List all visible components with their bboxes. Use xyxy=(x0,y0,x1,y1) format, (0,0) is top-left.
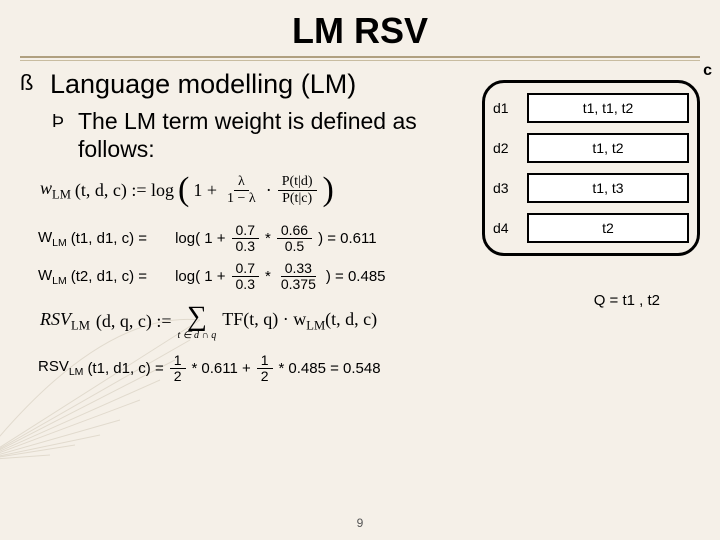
rc-star: * xyxy=(192,360,198,377)
frac-num: λ xyxy=(234,174,249,190)
d: 0.5 xyxy=(281,239,308,254)
rc-args: (t1, d1, c) = xyxy=(87,360,163,377)
frac-den: P(t|c) xyxy=(278,191,316,206)
rc-star2: * xyxy=(279,360,285,377)
divider-thin xyxy=(20,60,700,61)
d: 2 xyxy=(170,369,186,384)
n: 0.33 xyxy=(281,261,316,277)
n: 0.7 xyxy=(232,261,259,277)
c-log: log( 1 + xyxy=(175,230,225,247)
calc-line-2: WLM (t2, d1, c) = log( 1 + 0.70.3 * 0.33… xyxy=(38,261,700,293)
frac: 0.70.3 xyxy=(232,223,259,255)
n: 0.7 xyxy=(232,223,259,239)
doc-terms: t1, t1, t2 xyxy=(527,93,689,123)
frac-lambda: λ 1 − λ xyxy=(223,174,260,206)
d: 2 xyxy=(257,369,273,384)
frac-den: 1 − λ xyxy=(223,191,260,206)
d: 0.3 xyxy=(232,239,259,254)
f-one: 1 + xyxy=(193,180,217,201)
f-lhs: w xyxy=(40,178,52,198)
doc-terms: t2 xyxy=(527,213,689,243)
r-args: (d, q, c) := xyxy=(96,311,172,332)
sum-sigma: ∑ t ∈ d ∩ q xyxy=(178,303,217,341)
doc-terms: t1, t2 xyxy=(527,133,689,163)
c-close: ) = 0.485 xyxy=(326,268,386,285)
n: 1 xyxy=(257,353,273,369)
c-close: ) = 0.611 xyxy=(318,230,377,247)
c-star: * xyxy=(265,268,271,285)
c-star: * xyxy=(265,230,271,247)
f-args: (t, d, c) := log xyxy=(75,180,174,201)
rc-sub: LM xyxy=(69,366,84,378)
doc-row: d2 t1, t2 xyxy=(493,133,689,163)
c-log: log( 1 + xyxy=(175,268,225,285)
page-number: 9 xyxy=(0,516,720,530)
rc-v1: 0.611 + xyxy=(201,360,250,377)
frac-prob: P(t|d) P(t|c) xyxy=(278,174,317,206)
sub-bullet-text: The LM term weight is defined as follows… xyxy=(78,107,458,163)
frac: 0.660.5 xyxy=(277,223,312,255)
rsv-calc: RSVLM (t1, d1, c) = 12 * 0.611 + 12 * 0.… xyxy=(38,353,700,385)
rc-v2: 0.485 = 0.548 xyxy=(288,360,380,377)
d: 0.375 xyxy=(277,277,320,292)
bullet-text: Language modelling (LM) xyxy=(50,67,356,101)
f-sub: LM xyxy=(52,187,71,201)
doc-terms: t1, t3 xyxy=(527,173,689,203)
query-text: Q = t1 , t2 xyxy=(594,292,660,309)
frac: 0.330.375 xyxy=(277,261,320,293)
n: 1 xyxy=(170,353,186,369)
r-tfargs: (t, d, c) xyxy=(325,309,377,329)
document-collection-panel: d1 t1, t1, t2 d2 t1, t2 d3 t1, t3 d4 t2 xyxy=(482,80,700,256)
rparen: ) xyxy=(323,171,334,209)
slide-title: LM RSV xyxy=(0,0,720,56)
bullet-glyph: ß xyxy=(20,67,40,99)
frac: 12 xyxy=(257,353,273,385)
sub-bullet-glyph: Þ xyxy=(52,107,68,135)
n: 0.66 xyxy=(277,223,312,239)
c-lhs: W xyxy=(38,267,52,284)
lparen: ( xyxy=(178,171,189,209)
c-sub: LM xyxy=(52,237,67,249)
divider xyxy=(20,56,700,58)
sigma: ∑ xyxy=(187,303,207,331)
c-args: (t1, d1, c) = xyxy=(71,230,147,247)
c-lhs: W xyxy=(38,229,52,246)
r-tf: TF(t, q) · w xyxy=(222,309,306,329)
r-tfsub: LM xyxy=(306,319,325,333)
sum-lim: t ∈ d ∩ q xyxy=(178,331,217,341)
frac: 12 xyxy=(170,353,186,385)
doc-row: d1 t1, t1, t2 xyxy=(493,93,689,123)
d: 0.3 xyxy=(232,277,259,292)
r-sub: LM xyxy=(71,319,90,333)
doc-row: d3 t1, t3 xyxy=(493,173,689,203)
doc-label: d4 xyxy=(493,220,521,236)
doc-label: d1 xyxy=(493,100,521,116)
frac-num: P(t|d) xyxy=(278,174,317,190)
f-dot: · xyxy=(266,180,272,201)
rc-lhs: RSV xyxy=(38,358,69,375)
c-args: (t2, d1, c) = xyxy=(71,268,147,285)
c-sub: LM xyxy=(52,275,67,287)
frac: 0.70.3 xyxy=(232,261,259,293)
doc-label: d3 xyxy=(493,180,521,196)
doc-row: d4 t2 xyxy=(493,213,689,243)
r-lhs: RSV xyxy=(40,309,71,329)
doc-label: d2 xyxy=(493,140,521,156)
